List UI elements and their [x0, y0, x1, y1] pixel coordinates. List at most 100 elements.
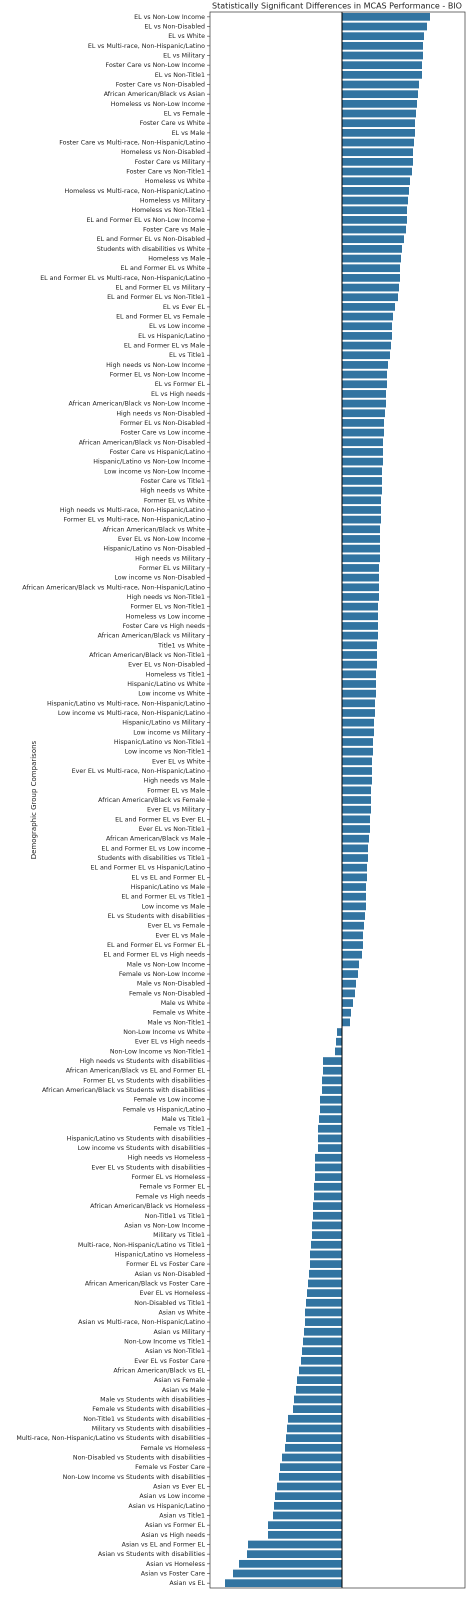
y-tick-label: Asian vs Title1 — [159, 1512, 205, 1519]
y-tick-label: Former EL vs Non-Title1 — [130, 604, 205, 611]
bar — [318, 1134, 342, 1143]
y-tick-label: Homeless vs White — [145, 178, 205, 185]
y-tick-label: Asian vs White — [158, 1309, 205, 1316]
y-tick-label: Asian vs Ever EL — [153, 1483, 205, 1490]
y-tick-label: EL vs Non-Low Income — [134, 14, 205, 21]
bar — [342, 12, 430, 21]
bar — [342, 535, 380, 543]
bar — [342, 361, 388, 369]
bar — [280, 1463, 342, 1472]
y-tick-label: High needs vs Military — [135, 555, 205, 562]
bar — [342, 718, 374, 727]
bar — [305, 1308, 342, 1317]
y-tick-label: EL and Former EL vs Military — [116, 285, 206, 292]
y-tick-label: EL vs Male — [172, 130, 206, 137]
bar — [342, 631, 378, 640]
y-tick-label: Non-Low Income vs Non-Title1 — [110, 1048, 205, 1055]
y-tick-label: Low income vs Male — [142, 903, 206, 910]
bar — [342, 873, 367, 882]
bar — [342, 428, 384, 437]
bar — [342, 641, 377, 650]
bar — [342, 1008, 351, 1017]
y-tick-label: Male vs Non-Disabled — [137, 981, 205, 988]
bar — [342, 177, 410, 186]
y-tick-label: High needs vs Non-Low Income — [106, 362, 205, 369]
bar — [302, 1347, 342, 1355]
bar — [342, 51, 423, 60]
y-tick-label: Female vs Non-Low Income — [119, 971, 205, 978]
y-tick-label: EL vs Ever EL — [163, 304, 206, 311]
bar — [273, 1511, 342, 1520]
y-tick-label: Hispanic/Latino vs Non-Disabled — [103, 546, 205, 553]
bar — [309, 1269, 342, 1278]
y-tick-label: EL vs Non-Title1 — [155, 72, 205, 79]
y-tick-label: Title1 vs White — [157, 642, 205, 649]
y-tick-label: African American/Black vs Non-Title1 — [89, 652, 205, 659]
bar — [287, 1424, 342, 1433]
bar — [314, 1192, 342, 1201]
y-tick-label: Low income vs Non-Low Income — [104, 468, 205, 475]
y-tick-label: Ever EL vs Multi-race, Non-Hispanic/Lati… — [72, 768, 205, 775]
y-tick-label: Female vs Foster Care — [135, 1464, 205, 1471]
y-tick-label: Ever EL vs Foster Care — [134, 1358, 205, 1365]
bar — [342, 409, 385, 418]
bar — [342, 187, 409, 195]
bar — [342, 225, 406, 234]
bar — [342, 921, 364, 930]
y-tick-label: African American/Black vs Female — [98, 797, 205, 804]
y-tick-label: African American/Black vs Non-Disabled — [79, 439, 205, 446]
y-tick-label: Homeless vs Non-Disabled — [121, 149, 205, 156]
y-tick-label: Female vs Low income — [134, 1097, 205, 1104]
y-tick-label: Asian vs Students with disabilities — [98, 1551, 205, 1558]
bar — [342, 390, 386, 398]
bar — [342, 651, 377, 659]
bar — [314, 1182, 342, 1191]
bar — [342, 786, 371, 795]
y-tick-label: Military vs Students with disabilities — [92, 1425, 205, 1432]
y-tick-label: African American/Black vs Asian — [104, 91, 205, 98]
bar — [342, 699, 375, 708]
y-tick-label: Female vs High needs — [136, 1193, 205, 1200]
y-tick-label: Foster Care vs Non-Disabled — [116, 82, 205, 89]
bar — [342, 119, 415, 128]
bar — [342, 254, 401, 263]
y-tick-label: EL vs Students with disabilities — [108, 913, 205, 920]
bar — [342, 138, 414, 147]
bar — [307, 1289, 342, 1297]
bar — [342, 128, 415, 137]
bar — [342, 196, 408, 205]
bar — [342, 583, 379, 592]
bar — [296, 1385, 342, 1394]
bar — [342, 767, 372, 775]
bar — [310, 1250, 342, 1259]
bar — [342, 660, 377, 669]
y-tick-label: Low income vs Non-Disabled — [114, 575, 205, 582]
y-tick-label: Former EL vs Non-Disabled — [120, 420, 205, 427]
y-tick-label: Former EL vs Students with disabilities — [83, 1077, 205, 1084]
y-tick-label: African American/Black vs Homeless — [90, 1203, 205, 1210]
y-tick-label: Low income vs Students with disabilities — [78, 1145, 205, 1152]
bar — [342, 892, 366, 901]
bar — [342, 796, 371, 804]
y-tick-label: Asian vs Non-Low Income — [124, 1222, 205, 1229]
y-tick-label: EL vs White — [168, 33, 205, 40]
bar — [282, 1453, 342, 1462]
y-tick-label: Hispanic/Latino vs Students with disabil… — [67, 1135, 205, 1142]
bar — [342, 738, 373, 746]
bar — [342, 235, 404, 244]
bar — [342, 167, 412, 176]
y-tick-label: High needs vs Male — [144, 778, 206, 785]
bar — [342, 148, 413, 157]
bar — [342, 283, 399, 292]
y-tick-label: African American/Black vs Foster Care — [85, 1280, 205, 1287]
y-tick-label: Ever EL vs High needs — [135, 1039, 205, 1046]
bar — [342, 109, 416, 118]
bar — [342, 805, 371, 814]
bar — [342, 264, 400, 273]
y-tick-label: Homeless vs Military — [140, 198, 205, 205]
bar — [342, 448, 383, 456]
bar — [268, 1530, 342, 1539]
y-tick-label: Female vs Homeless — [140, 1445, 205, 1452]
y-tick-label: Former EL vs Male — [147, 787, 205, 794]
